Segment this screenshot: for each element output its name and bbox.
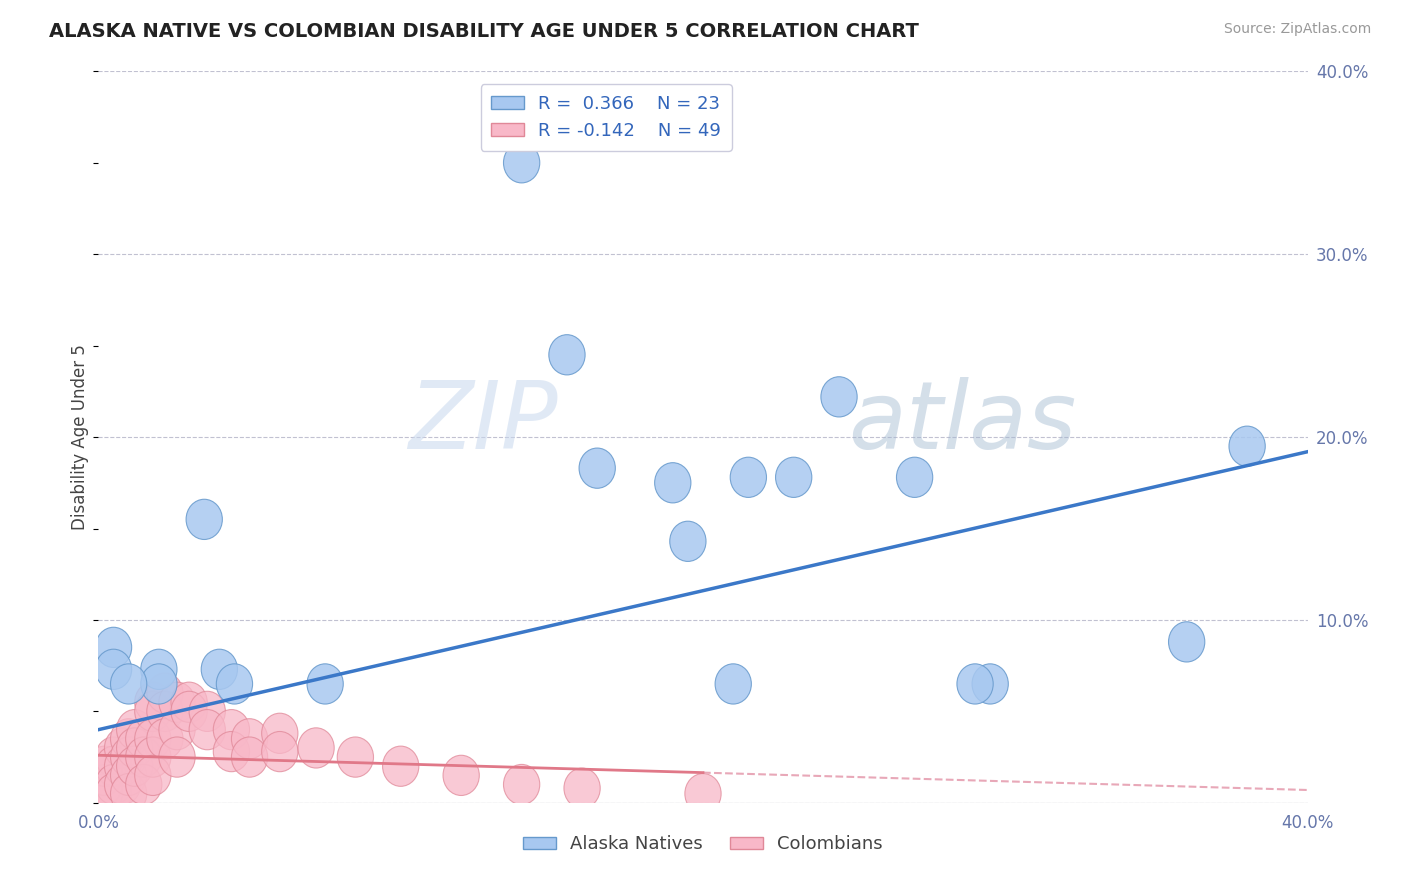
Ellipse shape <box>135 756 172 796</box>
Ellipse shape <box>669 521 706 561</box>
Ellipse shape <box>135 682 172 723</box>
Ellipse shape <box>146 719 183 759</box>
Ellipse shape <box>117 746 153 787</box>
Ellipse shape <box>1229 426 1265 467</box>
Ellipse shape <box>1168 622 1205 662</box>
Ellipse shape <box>111 773 146 814</box>
Ellipse shape <box>125 764 162 805</box>
Ellipse shape <box>217 664 253 704</box>
Ellipse shape <box>214 709 250 750</box>
Ellipse shape <box>201 649 238 690</box>
Ellipse shape <box>117 728 153 768</box>
Ellipse shape <box>897 458 932 498</box>
Ellipse shape <box>172 691 207 731</box>
Ellipse shape <box>125 737 162 777</box>
Ellipse shape <box>655 463 690 503</box>
Text: Source: ZipAtlas.com: Source: ZipAtlas.com <box>1223 22 1371 37</box>
Ellipse shape <box>146 673 183 714</box>
Ellipse shape <box>232 737 267 777</box>
Ellipse shape <box>96 773 132 814</box>
Ellipse shape <box>96 764 132 805</box>
Ellipse shape <box>125 719 162 759</box>
Ellipse shape <box>776 458 811 498</box>
Ellipse shape <box>111 737 146 777</box>
Ellipse shape <box>86 746 122 787</box>
Ellipse shape <box>159 737 195 777</box>
Legend: R =  0.366    N = 23, R = -0.142    N = 49: R = 0.366 N = 23, R = -0.142 N = 49 <box>481 84 733 151</box>
Text: ALASKA NATIVE VS COLOMBIAN DISABILITY AGE UNDER 5 CORRELATION CHART: ALASKA NATIVE VS COLOMBIAN DISABILITY AG… <box>49 22 920 41</box>
Ellipse shape <box>186 500 222 540</box>
Ellipse shape <box>135 737 172 777</box>
Ellipse shape <box>159 682 195 723</box>
Ellipse shape <box>135 719 172 759</box>
Ellipse shape <box>298 728 335 768</box>
Ellipse shape <box>135 691 172 731</box>
Ellipse shape <box>214 731 250 772</box>
Ellipse shape <box>188 691 225 731</box>
Ellipse shape <box>262 714 298 754</box>
Ellipse shape <box>86 756 122 796</box>
Ellipse shape <box>104 764 141 805</box>
Ellipse shape <box>548 334 585 375</box>
Ellipse shape <box>821 376 858 417</box>
Ellipse shape <box>96 649 132 690</box>
Ellipse shape <box>111 664 146 704</box>
Y-axis label: Disability Age Under 5: Disability Age Under 5 <box>70 344 89 530</box>
Ellipse shape <box>86 764 122 805</box>
Legend: Alaska Natives, Colombians: Alaska Natives, Colombians <box>516 829 890 861</box>
Ellipse shape <box>111 719 146 759</box>
Ellipse shape <box>337 737 374 777</box>
Text: ZIP: ZIP <box>408 377 558 468</box>
Ellipse shape <box>96 627 132 667</box>
Ellipse shape <box>443 756 479 796</box>
Ellipse shape <box>503 764 540 805</box>
Ellipse shape <box>172 682 207 723</box>
Ellipse shape <box>957 664 993 704</box>
Ellipse shape <box>262 731 298 772</box>
Ellipse shape <box>382 746 419 787</box>
Ellipse shape <box>104 728 141 768</box>
Ellipse shape <box>141 649 177 690</box>
Ellipse shape <box>111 756 146 796</box>
Ellipse shape <box>716 664 751 704</box>
Ellipse shape <box>685 773 721 814</box>
Ellipse shape <box>96 746 132 787</box>
Ellipse shape <box>117 709 153 750</box>
Ellipse shape <box>972 664 1008 704</box>
Ellipse shape <box>146 691 183 731</box>
Ellipse shape <box>730 458 766 498</box>
Ellipse shape <box>159 709 195 750</box>
Ellipse shape <box>104 746 141 787</box>
Ellipse shape <box>141 664 177 704</box>
Ellipse shape <box>307 664 343 704</box>
Ellipse shape <box>96 737 132 777</box>
Ellipse shape <box>503 143 540 183</box>
Text: atlas: atlas <box>848 377 1077 468</box>
Ellipse shape <box>579 448 616 488</box>
Ellipse shape <box>188 709 225 750</box>
Ellipse shape <box>232 719 267 759</box>
Ellipse shape <box>564 768 600 808</box>
Ellipse shape <box>86 773 122 814</box>
